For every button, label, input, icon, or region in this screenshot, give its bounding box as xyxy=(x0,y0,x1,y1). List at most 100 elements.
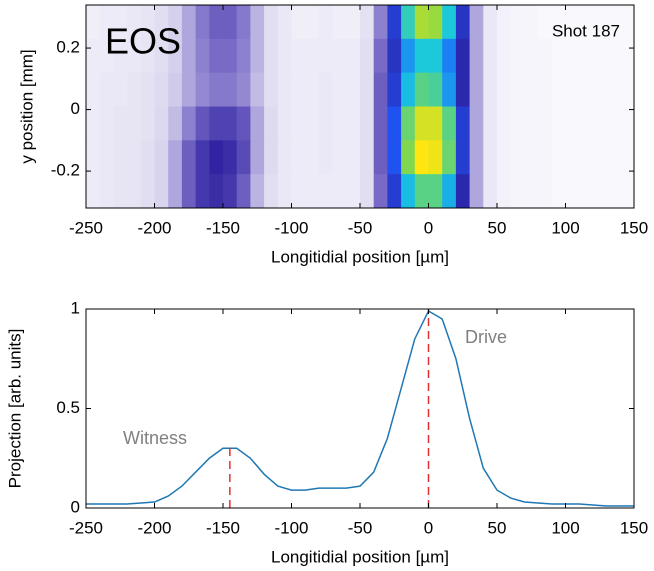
heatmap-cell xyxy=(113,73,127,107)
heatmap-cell xyxy=(319,39,333,73)
heatmap-cell xyxy=(579,73,593,107)
heatmap-cell xyxy=(141,107,155,141)
heatmap-cell xyxy=(127,174,141,208)
heatmap-cell xyxy=(264,140,278,174)
x-tick-label: 100 xyxy=(551,518,579,537)
heatmap-cell xyxy=(470,140,484,174)
heatmap-cell xyxy=(223,107,237,141)
heatmap-cell xyxy=(524,140,538,174)
x-tick-label: 100 xyxy=(551,218,579,237)
heatmap-cell xyxy=(607,39,621,73)
heatmap-cell xyxy=(456,140,470,174)
y-tick-label: 0.5 xyxy=(56,398,80,417)
heatmap-cell xyxy=(100,174,114,208)
heatmap-cell xyxy=(333,107,347,141)
heatmap-cell xyxy=(333,5,347,39)
heatmap-cell xyxy=(429,107,443,141)
heatmap-cell xyxy=(100,140,114,174)
heatmap-cell xyxy=(141,73,155,107)
heatmap-cell xyxy=(100,107,114,141)
heatmap-cell xyxy=(552,140,566,174)
heatmap-cell xyxy=(209,174,223,208)
heatmap-cell xyxy=(209,39,223,73)
heatmap-cell xyxy=(429,140,443,174)
heatmap-cell xyxy=(264,174,278,208)
heatmap-cell xyxy=(196,73,210,107)
heatmap-cell xyxy=(483,73,497,107)
y-tick-label: 0 xyxy=(71,99,80,118)
heatmap-cell xyxy=(86,107,100,141)
heatmap-cell xyxy=(401,107,415,141)
x-axis-label: Longitidial position [µm] xyxy=(271,247,449,266)
x-tick-label: -250 xyxy=(69,218,103,237)
heatmap-cell xyxy=(374,140,388,174)
x-tick-label: 150 xyxy=(620,218,648,237)
x-tick-label: -50 xyxy=(348,218,373,237)
heatmap-cell xyxy=(292,39,306,73)
heatmap-cell xyxy=(593,73,607,107)
annotation: Drive xyxy=(465,327,507,347)
x-tick-label: -150 xyxy=(206,218,240,237)
heatmap-cell xyxy=(155,140,169,174)
heatmap-cell xyxy=(566,39,580,73)
heatmap-cell xyxy=(620,5,634,39)
heatmap-cell xyxy=(346,174,360,208)
heatmap-cell xyxy=(552,174,566,208)
heatmap-cell xyxy=(182,107,196,141)
heatmap-cell xyxy=(401,73,415,107)
heatmap-cell xyxy=(333,73,347,107)
heatmap-cell xyxy=(401,5,415,39)
heatmap-cell xyxy=(196,39,210,73)
heatmap-cell xyxy=(333,39,347,73)
heatmap-cell xyxy=(497,73,511,107)
heatmap-cell xyxy=(250,174,264,208)
x-tick-label: 0 xyxy=(424,518,433,537)
heatmap-cell xyxy=(168,73,182,107)
heatmap-cell xyxy=(607,174,621,208)
heatmap-cell xyxy=(374,5,388,39)
heatmap-cell xyxy=(360,140,374,174)
heatmap-cell xyxy=(524,39,538,73)
heatmap-cell xyxy=(524,5,538,39)
heatmap-cell xyxy=(360,107,374,141)
heatmap-cell xyxy=(250,73,264,107)
heatmap-cell xyxy=(593,140,607,174)
heatmap-cell xyxy=(196,140,210,174)
heatmap-cell xyxy=(113,107,127,141)
heatmap-cell xyxy=(292,107,306,141)
heatmap-cell xyxy=(456,107,470,141)
heatmap-cell xyxy=(196,107,210,141)
annotation: Witness xyxy=(123,428,187,448)
heatmap-cell xyxy=(223,174,237,208)
heatmap-cell xyxy=(483,107,497,141)
heatmap-cell xyxy=(182,5,196,39)
heatmap-cell xyxy=(278,39,292,73)
heatmap-cell xyxy=(319,107,333,141)
heatmap-cell xyxy=(607,140,621,174)
heatmap-cell xyxy=(209,5,223,39)
x-tick-label: -150 xyxy=(206,518,240,537)
heatmap-cell xyxy=(538,5,552,39)
heatmap-cell xyxy=(168,174,182,208)
heatmap-cell xyxy=(538,107,552,141)
heatmap-cell xyxy=(264,39,278,73)
heatmap-cell xyxy=(566,174,580,208)
heatmap-cell xyxy=(387,5,401,39)
x-tick-label: -100 xyxy=(274,518,308,537)
heatmap-cell xyxy=(127,140,141,174)
heatmap-cell xyxy=(497,107,511,141)
heatmap-cell xyxy=(360,5,374,39)
heatmap-cell xyxy=(552,39,566,73)
axes-frame xyxy=(86,309,634,508)
heatmap-cell xyxy=(387,39,401,73)
figure: -250-200-150-100-500501001500.20-0.2Long… xyxy=(0,0,654,571)
heatmap-cell xyxy=(442,73,456,107)
heatmap-cell xyxy=(538,174,552,208)
heatmap-cell xyxy=(538,73,552,107)
heatmap-cell xyxy=(566,73,580,107)
heatmap-cell xyxy=(387,140,401,174)
heatmap-cell xyxy=(387,107,401,141)
heatmap-cell xyxy=(223,140,237,174)
heatmap-cell xyxy=(483,140,497,174)
heatmap-cell xyxy=(511,5,525,39)
